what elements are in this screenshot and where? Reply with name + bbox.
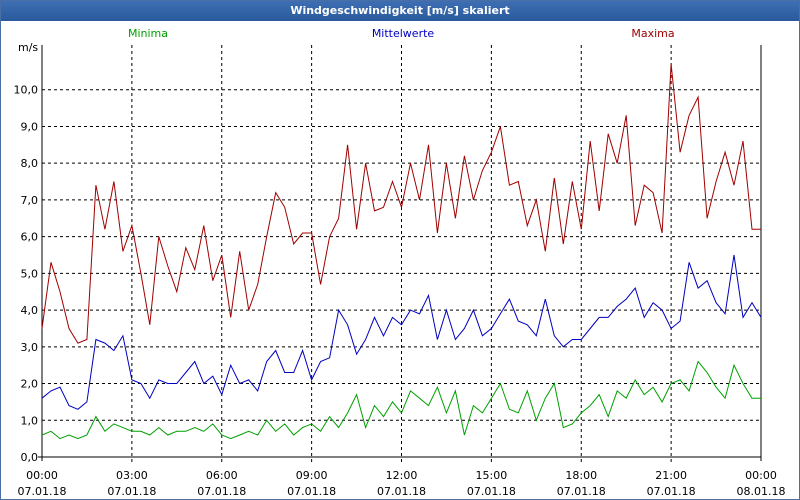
y-tick-label: 3,0: [21, 341, 39, 354]
x-tick-time: 06:00: [206, 469, 238, 482]
x-tick-time: 18:00: [565, 469, 597, 482]
x-tick-date: 07.01.18: [467, 485, 516, 498]
x-tick-date: 07.01.18: [377, 485, 426, 498]
x-tick-date: 08.01.18: [737, 485, 786, 498]
y-tick-label: 9,0: [21, 120, 39, 133]
y-tick-label: 7,0: [21, 194, 39, 207]
x-tick-date: 07.01.18: [287, 485, 336, 498]
y-tick-label: 0,0: [21, 451, 39, 464]
x-tick-date: 07.01.18: [18, 485, 67, 498]
x-tick-time: 15:00: [476, 469, 508, 482]
x-tick-date: 07.01.18: [197, 485, 246, 498]
y-tick-label: 6,0: [21, 231, 39, 244]
x-tick-time: 12:00: [386, 469, 418, 482]
x-tick-date: 07.01.18: [647, 485, 696, 498]
y-tick-label: 4,0: [21, 304, 39, 317]
window-title: Windgeschwindigkeit [m/s] skaliert: [1, 1, 799, 21]
y-tick-label: 8,0: [21, 157, 39, 170]
wind-speed-chart: 0,0 1,0 2,0 3,0 4,0 5,0 6,0 7,0 8,0 9,0 10,0 m/s 00:…: [14, 27, 786, 498]
x-tick-date: 07.01.18: [557, 485, 606, 498]
y-tick-label: 2,0: [21, 378, 39, 391]
legend-minima: Minima: [128, 27, 168, 40]
legend-maxima: Maxima: [631, 27, 674, 40]
y-tick-label: 1,0: [21, 414, 39, 427]
x-tick-date: 07.01.18: [107, 485, 156, 498]
x-tick-time: 00:00: [26, 469, 58, 482]
legend-mittelwerte: Mittelwerte: [372, 27, 435, 40]
series-line-mittelwerte: [41, 254, 762, 410]
y-tick-label: 10,0: [14, 84, 39, 97]
y-axis-label: m/s: [18, 41, 38, 54]
x-tick-time: 03:00: [116, 469, 148, 482]
y-tick-label: 5,0: [21, 267, 39, 280]
x-tick-time: 00:00: [745, 469, 777, 482]
series-line-maxima: [41, 63, 761, 344]
series-line-minima: [41, 360, 761, 440]
x-tick-time: 21:00: [655, 469, 687, 482]
x-tick-time: 09:00: [296, 469, 328, 482]
